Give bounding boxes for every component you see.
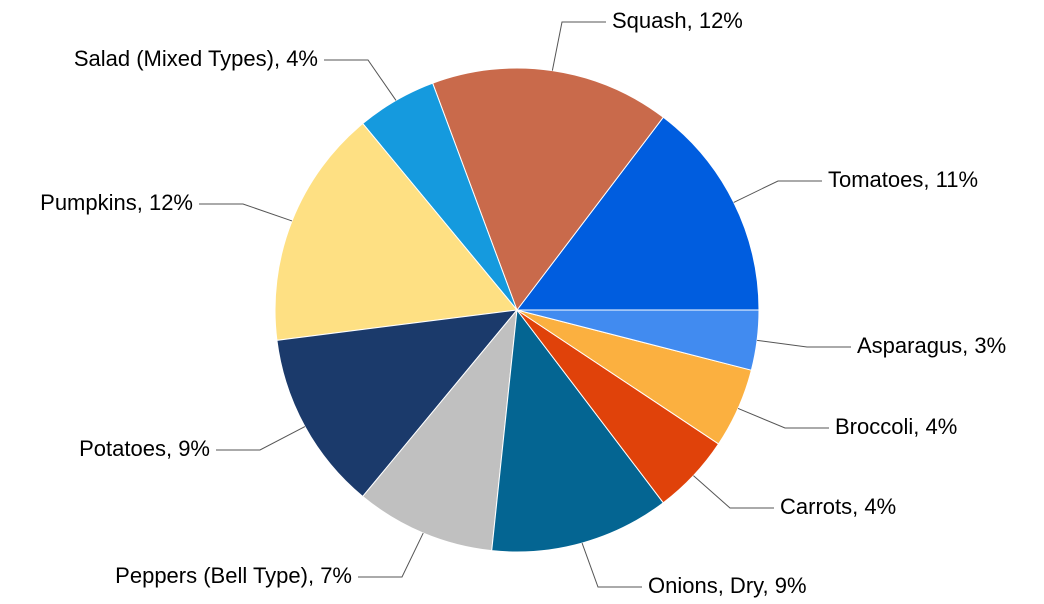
leader-line	[737, 407, 829, 429]
data-label: Potatoes, 9%	[79, 436, 210, 461]
leader-line	[216, 426, 306, 451]
data-label: Tomatoes, 11%	[828, 167, 978, 192]
leader-line	[693, 475, 774, 509]
pie-slice	[515, 116, 760, 311]
pie-slice	[276, 309, 519, 498]
leader-line	[733, 180, 822, 203]
leader-line	[199, 203, 293, 222]
data-label: Carrots, 4%	[780, 494, 896, 519]
data-label: Onions, Dry, 9%	[648, 573, 807, 598]
data-label: Squash, 12%	[612, 8, 743, 33]
pie-slice	[362, 308, 518, 552]
leader-line	[757, 339, 851, 348]
leader-line	[358, 532, 424, 578]
data-label: Broccoli, 4%	[835, 414, 957, 439]
leader-line	[581, 542, 642, 588]
pie-slice	[491, 308, 665, 553]
pie-slice	[516, 309, 760, 371]
pie-slice	[432, 67, 665, 312]
data-label: Pumpkins, 12%	[40, 190, 193, 215]
data-label: Salad (Mixed Types), 4%	[74, 46, 318, 71]
pie-slice	[274, 122, 518, 341]
data-label: Peppers (Bell Type), 7%	[115, 563, 352, 588]
leader-line	[324, 59, 397, 101]
data-label: Asparagus, 3%	[857, 333, 1006, 358]
leader-line	[551, 21, 606, 71]
